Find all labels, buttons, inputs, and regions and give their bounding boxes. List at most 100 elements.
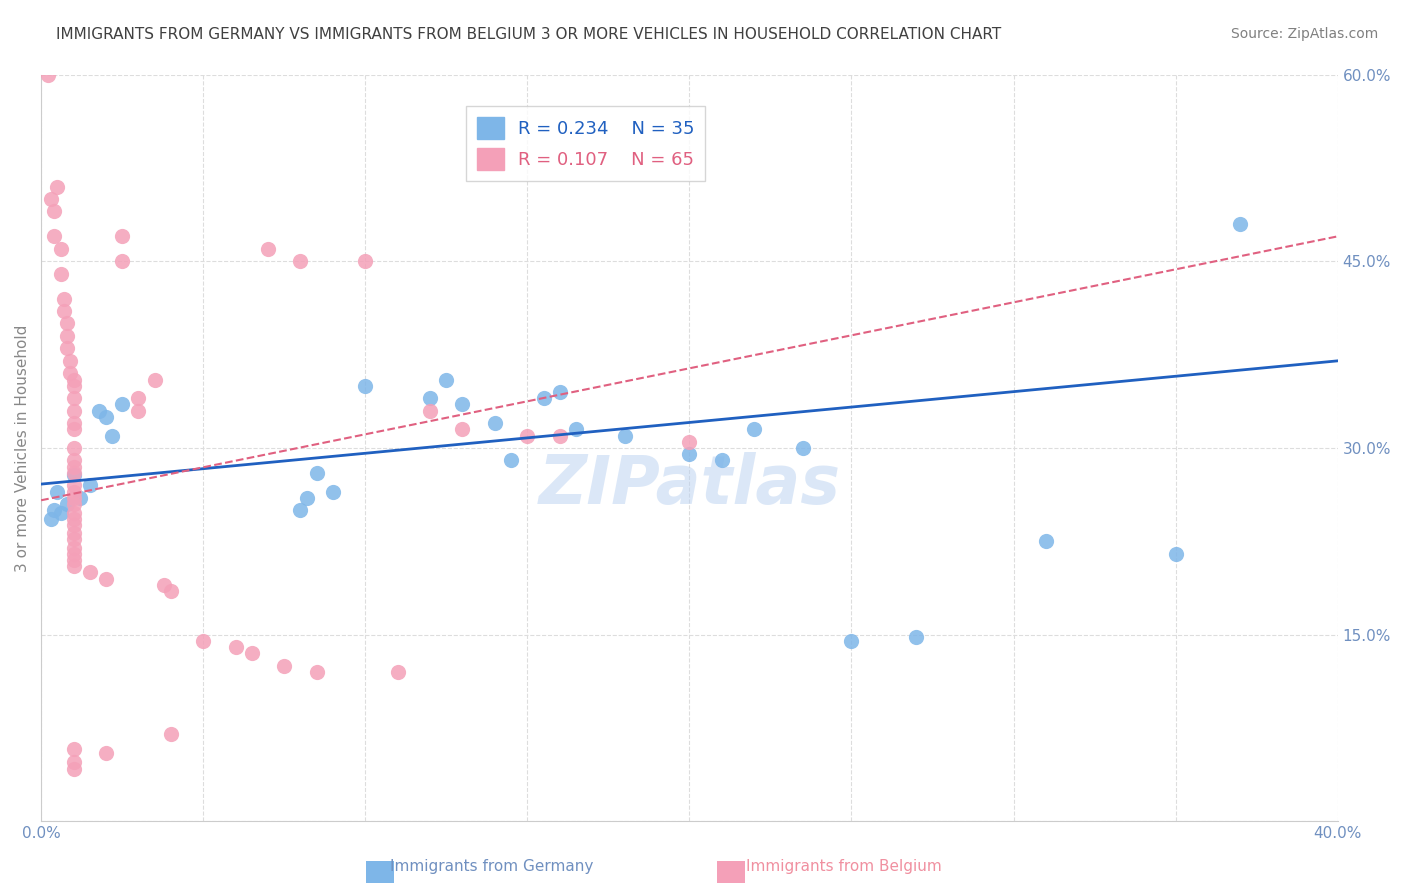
Legend: R = 0.234    N = 35, R = 0.107    N = 65: R = 0.234 N = 35, R = 0.107 N = 65 [465, 106, 706, 181]
Point [62, 506, 84, 520]
Point [62, 497, 84, 511]
Point [94, 409, 117, 424]
Point [742, 422, 765, 436]
Point [62, 422, 84, 436]
Point [1164, 547, 1187, 561]
Point [89, 403, 111, 417]
Point [62, 762, 84, 776]
Point [62, 459, 84, 474]
Point [841, 634, 863, 648]
Point [52, 304, 75, 318]
Point [1035, 534, 1057, 549]
Point [62, 553, 84, 567]
Point [62, 391, 84, 405]
Point [548, 428, 571, 442]
Point [62, 441, 84, 455]
Point [305, 466, 328, 480]
Point [62, 541, 84, 555]
Point [451, 422, 474, 436]
Point [79, 566, 101, 580]
Point [62, 372, 84, 386]
Point [62, 453, 84, 467]
Point [354, 254, 377, 268]
Point [101, 428, 124, 442]
Point [62, 466, 84, 480]
Text: Immigrants from Belgium: Immigrants from Belgium [745, 859, 942, 874]
Text: Immigrants from Germany: Immigrants from Germany [391, 859, 593, 874]
Point [62, 491, 84, 505]
Point [613, 428, 636, 442]
Point [290, 254, 312, 268]
Point [94, 572, 117, 586]
Point [273, 658, 295, 673]
Point [111, 229, 134, 244]
Point [710, 453, 733, 467]
Text: IMMIGRANTS FROM GERMANY VS IMMIGRANTS FROM BELGIUM 3 OR MORE VEHICLES IN HOUSEHO: IMMIGRANTS FROM GERMANY VS IMMIGRANTS FR… [56, 27, 1001, 42]
Point [159, 584, 181, 599]
Point [240, 647, 263, 661]
Point [39, 192, 62, 206]
Point [59, 354, 82, 368]
Point [159, 727, 181, 741]
Point [533, 391, 555, 405]
Point [62, 378, 84, 392]
Point [290, 503, 312, 517]
Point [62, 468, 84, 483]
Point [451, 397, 474, 411]
Point [62, 484, 84, 499]
Point [46, 179, 69, 194]
Point [94, 746, 117, 760]
Point [354, 378, 377, 392]
Point [1229, 217, 1251, 231]
Point [62, 532, 84, 546]
Point [62, 525, 84, 540]
Point [193, 634, 215, 648]
Point [56, 317, 79, 331]
Point [127, 391, 149, 405]
Point [62, 403, 84, 417]
Point [62, 478, 84, 492]
Point [62, 512, 84, 526]
Point [905, 630, 928, 644]
Point [565, 422, 588, 436]
Point [484, 416, 506, 430]
Point [257, 242, 280, 256]
Point [42, 204, 65, 219]
Point [387, 665, 409, 679]
Point [434, 372, 457, 386]
Point [59, 366, 82, 380]
Point [419, 391, 441, 405]
Point [42, 229, 65, 244]
Point [501, 453, 523, 467]
Text: Source: ZipAtlas.com: Source: ZipAtlas.com [1230, 27, 1378, 41]
Point [69, 491, 91, 505]
Point [39, 512, 62, 526]
Point [52, 292, 75, 306]
Point [42, 503, 65, 517]
Point [419, 403, 441, 417]
Point [62, 416, 84, 430]
Point [62, 518, 84, 533]
Point [225, 640, 247, 655]
Point [56, 342, 79, 356]
Point [295, 491, 318, 505]
Point [62, 559, 84, 574]
Point [56, 329, 79, 343]
Point [62, 742, 84, 756]
Point [56, 497, 79, 511]
Point [153, 578, 176, 592]
Point [678, 434, 700, 449]
Point [322, 484, 344, 499]
Point [143, 372, 166, 386]
Point [49, 242, 72, 256]
Point [49, 267, 72, 281]
Point [46, 484, 69, 499]
Point [111, 397, 134, 411]
Point [127, 403, 149, 417]
Text: ZIPatlas: ZIPatlas [538, 452, 841, 518]
Point [111, 254, 134, 268]
Point [305, 665, 328, 679]
Point [49, 506, 72, 520]
Point [516, 428, 538, 442]
Point [62, 547, 84, 561]
